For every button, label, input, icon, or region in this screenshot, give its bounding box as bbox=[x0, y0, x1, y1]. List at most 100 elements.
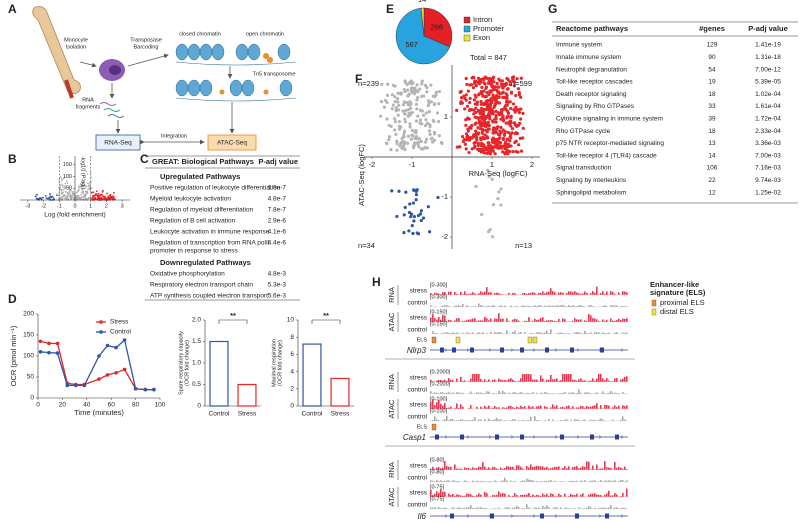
signal-bar bbox=[462, 303, 464, 307]
strand-arrow bbox=[620, 348, 624, 352]
signal-bar bbox=[556, 466, 558, 470]
point-cloud-dot bbox=[490, 177, 494, 181]
signal-bar bbox=[564, 466, 566, 470]
signal-bar bbox=[448, 480, 450, 482]
point-cloud-dot bbox=[402, 231, 406, 235]
point-cloud-dot bbox=[464, 76, 468, 81]
signal-bar bbox=[438, 392, 440, 394]
point-cloud-dot bbox=[491, 120, 495, 124]
signal-bar bbox=[468, 306, 470, 307]
series-point bbox=[105, 373, 110, 377]
signal-bar bbox=[580, 305, 582, 307]
signal-bar bbox=[488, 305, 490, 307]
signal-bar bbox=[456, 468, 458, 470]
signal-bar bbox=[512, 332, 514, 334]
signal-bar bbox=[440, 319, 442, 322]
signal-bar bbox=[528, 420, 530, 421]
legend-label: Stress bbox=[110, 319, 129, 326]
signal-bar bbox=[458, 392, 460, 394]
point-cloud-dot bbox=[414, 131, 418, 135]
point-cloud-dot bbox=[464, 123, 468, 127]
point-cloud-dot bbox=[492, 141, 497, 145]
strand-arrow bbox=[598, 514, 602, 518]
signal-bar bbox=[442, 491, 444, 497]
signal-bar bbox=[494, 332, 496, 334]
strand-arrow bbox=[532, 435, 536, 439]
exon bbox=[605, 513, 609, 519]
signal-bar bbox=[454, 508, 456, 509]
point-cloud-dot bbox=[408, 122, 412, 126]
signal-bar bbox=[574, 318, 576, 322]
point-cloud-dot bbox=[498, 129, 502, 133]
signal-bar bbox=[608, 467, 610, 470]
point-cloud-dot bbox=[505, 99, 509, 104]
signal-bar bbox=[502, 407, 504, 409]
signal-bar bbox=[522, 293, 524, 295]
track-condition: stress bbox=[410, 375, 428, 382]
signal-bar bbox=[604, 480, 606, 482]
signal-bar bbox=[574, 379, 576, 382]
signal-bar bbox=[510, 508, 512, 509]
point-cloud-dot bbox=[491, 203, 496, 207]
point-cloud-dot bbox=[486, 81, 491, 85]
signal-bar bbox=[484, 491, 486, 497]
signal-bar bbox=[608, 380, 610, 382]
signal-bar bbox=[456, 293, 458, 295]
signal-bar bbox=[448, 319, 450, 322]
signal-bar bbox=[452, 321, 454, 322]
point-cloud-dot bbox=[518, 121, 522, 126]
signal-bar bbox=[474, 293, 476, 295]
signal-bar bbox=[454, 291, 456, 295]
signal-bar bbox=[578, 389, 580, 394]
signal-bar bbox=[614, 305, 616, 307]
signal-bar bbox=[536, 392, 538, 394]
signal-bar bbox=[578, 379, 580, 382]
signal-bar bbox=[474, 507, 476, 509]
point-cloud-dot bbox=[69, 195, 72, 197]
point-cloud-dot bbox=[434, 93, 438, 97]
point-cloud-dot bbox=[412, 188, 416, 192]
signal-bar bbox=[504, 493, 506, 497]
point-cloud-dot bbox=[411, 201, 415, 205]
signal-bar bbox=[472, 507, 474, 509]
signal-bar bbox=[476, 392, 478, 394]
point-cloud-dot bbox=[467, 108, 472, 113]
signal-bar bbox=[602, 507, 604, 509]
point-cloud-dot bbox=[414, 102, 419, 106]
signal-bar bbox=[490, 292, 492, 295]
point-cloud-dot bbox=[503, 142, 507, 146]
point-cloud-dot bbox=[434, 90, 439, 94]
signal-bar bbox=[486, 493, 488, 497]
signal-bar bbox=[492, 305, 494, 307]
signal-bar bbox=[580, 378, 582, 382]
signal-bar bbox=[494, 379, 496, 382]
x-tick-label: Stress bbox=[331, 411, 350, 418]
signal-bar bbox=[584, 306, 586, 307]
track-range: [0-300] bbox=[430, 282, 448, 288]
signal-bar bbox=[434, 332, 436, 334]
signal-bar bbox=[616, 467, 618, 470]
signal-bar bbox=[482, 480, 484, 482]
significance: ** bbox=[323, 311, 329, 320]
signal-bar bbox=[610, 480, 612, 482]
point-cloud-dot bbox=[477, 148, 481, 153]
signal-bar bbox=[512, 407, 514, 409]
point-cloud-dot bbox=[491, 95, 495, 99]
point-cloud-dot bbox=[385, 93, 390, 97]
signal-bar bbox=[540, 305, 542, 307]
series-point bbox=[55, 341, 60, 346]
point-cloud-dot bbox=[429, 100, 434, 104]
point-cloud-dot bbox=[473, 122, 477, 126]
signal-bar bbox=[620, 319, 622, 322]
signal-bar bbox=[544, 320, 546, 322]
signal-bar bbox=[552, 493, 554, 497]
table-cell: Sphingolipid metabolism bbox=[556, 189, 626, 196]
signal-bar bbox=[496, 468, 498, 470]
signal-bar bbox=[466, 507, 468, 509]
signal-bar bbox=[504, 407, 506, 409]
point-cloud-dot bbox=[495, 81, 499, 86]
signal-bar bbox=[616, 407, 618, 409]
exon bbox=[452, 347, 456, 353]
signal-bar bbox=[440, 468, 442, 470]
signal-bar bbox=[434, 381, 436, 382]
